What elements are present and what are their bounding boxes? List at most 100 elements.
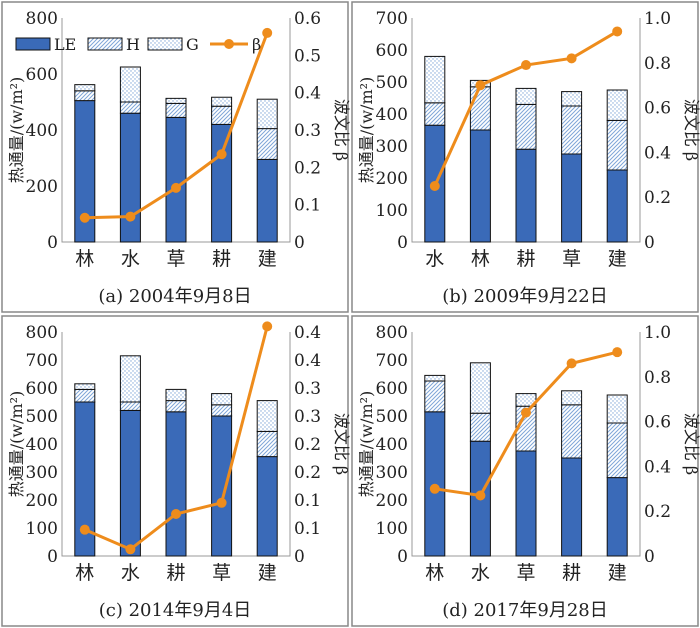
- le-bar: [256, 456, 278, 557]
- chart-svg: 0 100 200 300 400 500 600 700 0 0.2 0.4 0.6 0.8 1.0 热通…: [351, 1, 700, 313]
- beta-point: [125, 211, 136, 222]
- h-bar: [424, 380, 446, 413]
- le-bar: [606, 169, 628, 243]
- g-bar: [119, 66, 141, 103]
- chart-panel-4: 0 100 200 300 400 500 600 700 800 0 0.2 0.4 0.6 0.8 1.…: [350, 314, 700, 628]
- x-tick-label: 水: [471, 562, 490, 584]
- y2-tick-label: 0.3: [294, 379, 321, 399]
- y-tick-label: 300: [26, 463, 58, 483]
- y-tick-label: 800: [376, 323, 408, 343]
- y-tick-label: 600: [26, 65, 58, 85]
- g-bar: [211, 393, 233, 406]
- y2-tick-label: 0.6: [644, 99, 671, 119]
- y-axis-title: 热通量/(w/m²): [7, 77, 26, 184]
- x-tick-label: 林: [425, 562, 444, 584]
- panel-frame: [1, 1, 349, 313]
- le-bar: [606, 477, 628, 557]
- x-tick-label: 水: [121, 562, 140, 584]
- h-bar: [606, 119, 628, 171]
- y2-tick-label: 0.2: [644, 188, 671, 208]
- beta-point: [79, 212, 90, 223]
- h-bar: [74, 388, 96, 403]
- panel-caption: (d) 2017年9月28日: [442, 600, 607, 621]
- h-bar: [119, 401, 141, 411]
- beta-point: [171, 509, 181, 519]
- y2-axis-title: 波文比 β: [332, 99, 350, 161]
- x-tick-label: 林: [75, 248, 94, 270]
- panel-frame: [351, 1, 699, 313]
- h-bar: [256, 128, 278, 160]
- y2-tick-label: 0.6: [644, 413, 671, 433]
- beta-point: [429, 181, 440, 191]
- y2-tick-label: 1.0: [644, 323, 671, 343]
- beta-point: [521, 407, 531, 418]
- chart-panel-1: 0 200 400 600 800 0 0.1 0.2 0.3 0.4 0.5 0.6 热通量/(w/m…: [0, 0, 350, 314]
- g-bar: [515, 87, 537, 105]
- y2-tick-label: 0.4: [294, 351, 321, 371]
- le-bar: [119, 112, 141, 243]
- beta-legend-marker: [224, 39, 234, 49]
- le-bar: [211, 123, 233, 243]
- y-tick-label: 200: [26, 177, 58, 197]
- le-legend-swatch: [15, 37, 51, 51]
- beta-point: [475, 490, 486, 501]
- y-axis-title: 热通量/(w/m²): [357, 391, 376, 498]
- panel-frame: [1, 315, 349, 627]
- y-tick-label: 300: [376, 463, 408, 483]
- h-bar: [211, 404, 233, 417]
- y2-tick-label: 0: [644, 547, 655, 567]
- chart-svg: 0 200 400 600 800 0 0.1 0.2 0.3 0.4 0.5 0.6 热通量/(w/m…: [1, 1, 350, 313]
- x-tick-label: 建: [258, 562, 277, 584]
- y-tick-label: 200: [376, 169, 408, 189]
- g-bar: [561, 390, 583, 406]
- beta-point: [262, 27, 273, 38]
- x-tick-label: 耕: [212, 248, 231, 270]
- le-bar: [165, 411, 187, 557]
- y-tick-label: 0: [47, 547, 58, 567]
- le-legend-label: LE: [54, 35, 76, 54]
- y2-tick-label: 0.6: [294, 9, 321, 29]
- h-bar: [424, 102, 446, 126]
- x-tick-label: 建: [608, 562, 627, 584]
- g-bar: [211, 96, 233, 107]
- h-bar: [74, 90, 96, 102]
- le-bar: [165, 116, 187, 243]
- g-bar: [165, 388, 187, 402]
- x-tick-label: 耕: [562, 562, 581, 584]
- x-tick-label: 林: [75, 562, 94, 584]
- x-tick-label: 草: [562, 248, 581, 270]
- y2-tick-label: 0.5: [294, 46, 321, 66]
- x-tick-label: 草: [166, 248, 185, 270]
- beta-point: [612, 26, 623, 37]
- h-bar: [561, 105, 583, 155]
- chart-svg: 0 100 200 300 400 500 600 700 800 0 0.2 0.4 0.6 0.8 1.…: [351, 315, 700, 627]
- g-bar: [256, 400, 278, 432]
- beta-point: [171, 182, 181, 193]
- y2-axis-title: 波文比 β: [682, 99, 700, 161]
- x-tick-label: 草: [516, 562, 535, 584]
- le-bar: [515, 148, 537, 243]
- g-bar: [256, 98, 278, 130]
- g-legend-swatch: [147, 37, 183, 51]
- y-tick-label: 700: [26, 351, 58, 371]
- y2-tick-label: 0: [294, 233, 305, 253]
- y-tick-label: 400: [376, 105, 408, 125]
- panel-caption: (b) 2009年9月22日: [442, 286, 607, 307]
- le-bar: [469, 129, 491, 243]
- y-tick-label: 200: [376, 491, 408, 511]
- y-tick-label: 600: [376, 379, 408, 399]
- panel-frame: [351, 315, 699, 627]
- g-bar: [561, 91, 583, 107]
- y2-tick-label: 0: [294, 547, 305, 567]
- y-tick-label: 700: [376, 351, 408, 371]
- x-tick-label: 水: [121, 248, 140, 270]
- y-tick-label: 400: [26, 121, 58, 141]
- h-bar: [606, 422, 628, 479]
- beta-point: [475, 80, 486, 91]
- y-tick-label: 500: [376, 407, 408, 427]
- le-bar: [515, 450, 537, 557]
- panel-caption: (c) 2014年9月4日: [99, 600, 252, 621]
- y2-tick-label: 0.4: [644, 143, 671, 163]
